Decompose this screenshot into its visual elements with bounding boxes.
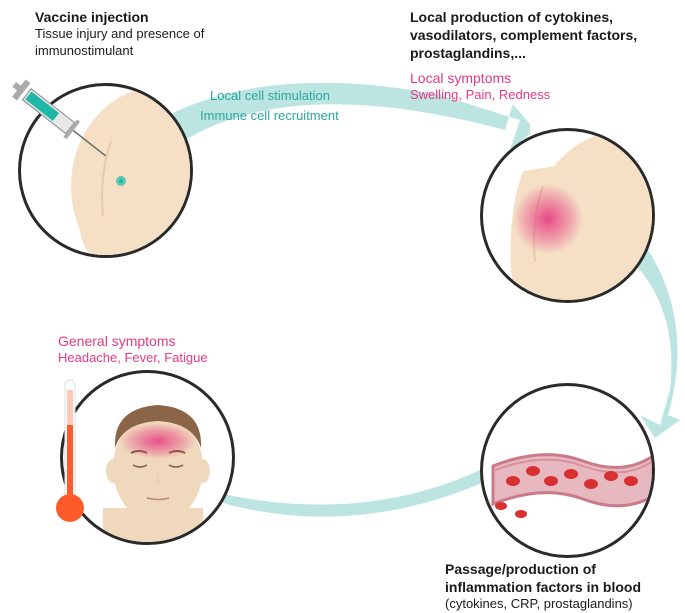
arrow-bottom [190,460,520,550]
bl-pink-text: Headache, Fever, Fatigue [58,350,298,367]
syringe-icon [0,75,140,175]
arrow-label-top1: Local cell stimulation [210,88,330,103]
tr-pink-title: Local symptoms [410,69,680,87]
tr-title: Local production of cytokines, vasodilat… [410,8,680,63]
text-bl: General symptoms Headache, Fever, Fatigu… [58,332,298,367]
thermometer-icon [50,370,90,550]
br-subtitle: (cytokines, CRP, prostaglandins) [445,596,685,613]
text-br: Passage/production of inflammation facto… [445,560,685,613]
circle-blood [480,383,655,558]
br-title: Passage/production of inflammation facto… [445,560,685,596]
tl-subtitle: Tissue injury and presence of immunostim… [35,26,275,60]
arrow-label-top2: Immune cell recruitment [200,108,339,123]
tl-title: Vaccine injection [35,8,275,26]
bl-pink-title: General symptoms [58,332,298,350]
text-tl: Vaccine injection Tissue injury and pres… [35,8,275,60]
text-tr: Local production of cytokines, vasodilat… [410,8,680,104]
tr-pink-text: Swelling, Pain, Redness [410,87,680,104]
circle-local-symptoms [480,128,655,303]
